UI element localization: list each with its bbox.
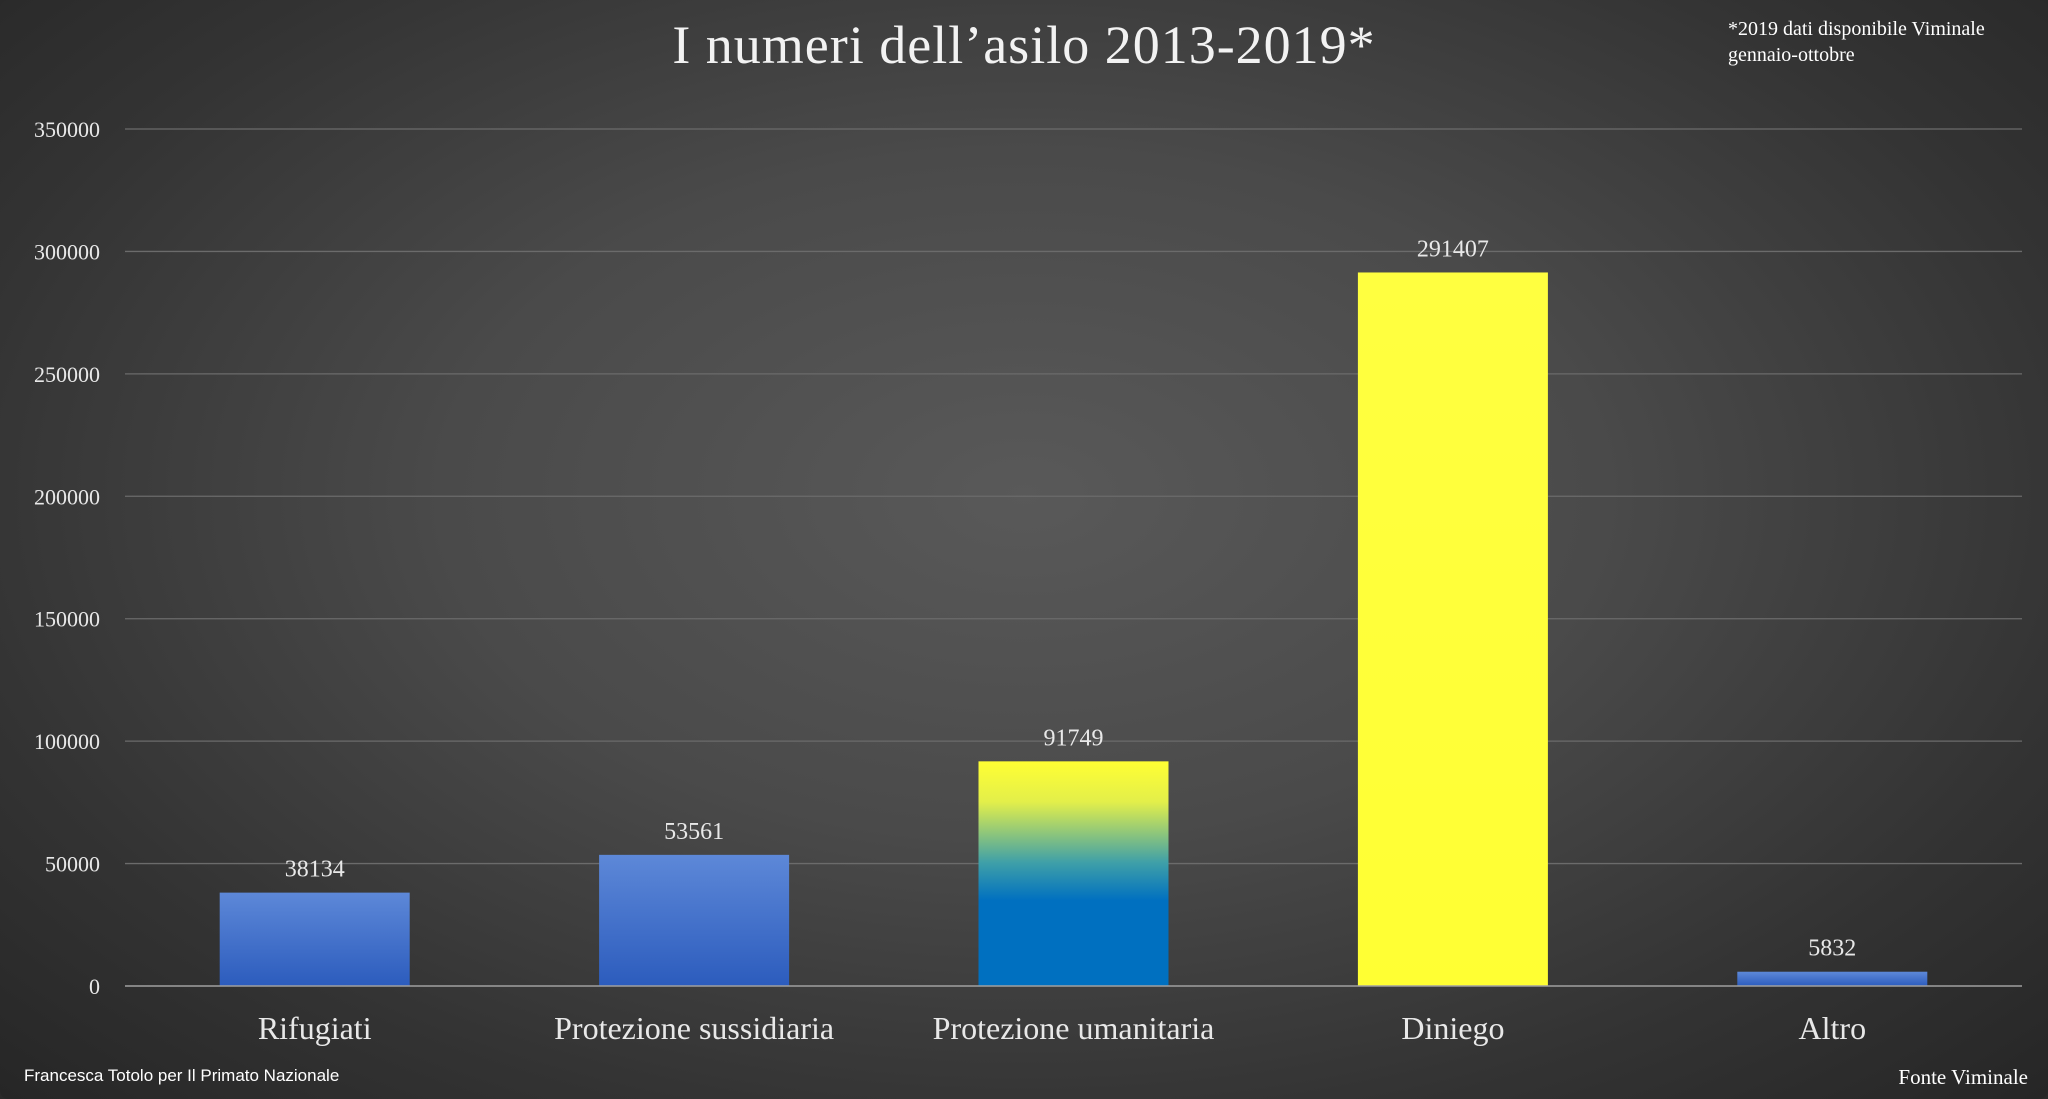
category-label: Diniego [1401,1010,1504,1046]
data-labels: 38134 53561 91749 291407 5832 [285,236,1857,961]
y-tick-label: 300000 [34,239,100,264]
footnote: *2019 dati disponibile Viminale gennaio-… [1728,16,2028,68]
y-tick-label: 200000 [34,484,100,509]
footnote-line-1: *2019 dati disponibile Viminale [1728,18,1985,40]
y-tick-label: 150000 [34,607,100,632]
bar-altro [1737,971,1928,986]
category-label: Rifugiati [258,1010,372,1046]
y-tick-label: 50000 [45,852,100,877]
footnote-line-2: gennaio-ottobre [1728,44,1855,66]
author-credit: Francesca Totolo per Il Primato Nazional… [24,1066,340,1085]
data-label: 91749 [1044,725,1104,751]
category-label: Altro [1799,1010,1867,1046]
data-label: 291407 [1417,236,1489,262]
bar-rifugiati [219,892,410,986]
bar-diniego [1357,272,1548,987]
bar-protezione-sussidiaria [599,854,790,986]
y-tick-label: 250000 [34,362,100,387]
bars [219,272,1928,987]
y-tick-label: 0 [89,974,100,999]
data-label: 53561 [664,819,724,845]
bar-protezione-umanitaria [978,761,1169,986]
y-axis-tick-labels: 0 50000 100000 150000 200000 250000 300000 3500… [34,117,100,999]
data-label: 5832 [1808,936,1856,962]
y-tick-label: 350000 [34,117,100,142]
gridlines [125,128,2022,865]
category-label: Protezione sussidiaria [554,1010,834,1046]
y-tick-label: 100000 [34,729,100,754]
source-label: Fonte Viminale [1898,1065,2028,1089]
chart-title: I numeri dell’asilo 2013-2019* [672,15,1376,75]
x-axis-category-labels: Rifugiati Protezione sussidiaria Protezion… [258,1010,1866,1046]
category-label: Protezione umanitaria [933,1010,1215,1046]
data-label: 38134 [285,857,345,883]
